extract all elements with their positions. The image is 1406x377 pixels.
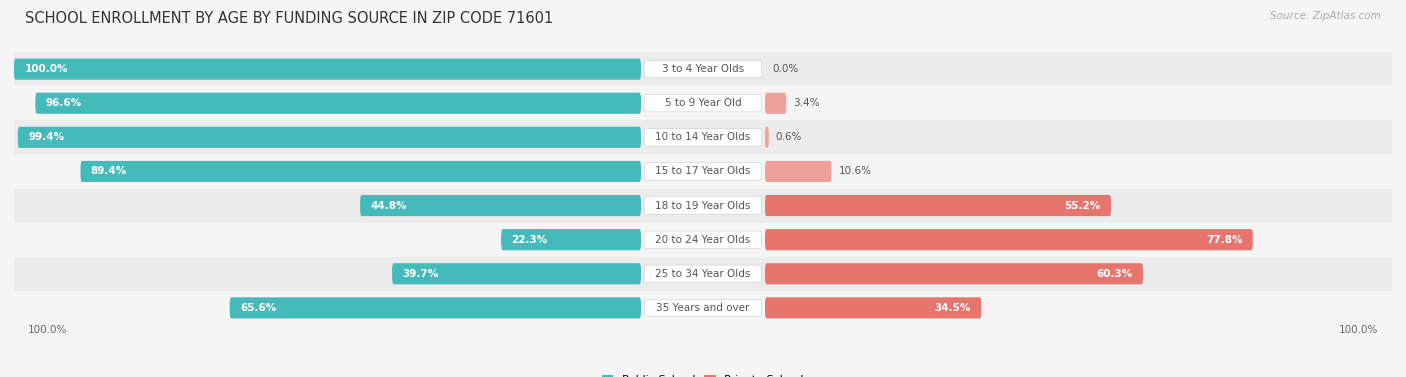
Text: Source: ZipAtlas.com: Source: ZipAtlas.com [1270,11,1381,21]
Bar [14,222,1392,257]
FancyBboxPatch shape [644,129,762,146]
Text: 96.6%: 96.6% [46,98,82,108]
FancyBboxPatch shape [644,95,762,112]
FancyBboxPatch shape [80,161,641,182]
Text: 100.0%: 100.0% [28,325,67,335]
Text: 89.4%: 89.4% [91,166,127,176]
Text: 39.7%: 39.7% [402,269,439,279]
Text: 99.4%: 99.4% [28,132,65,143]
FancyBboxPatch shape [229,297,641,319]
FancyBboxPatch shape [501,229,641,250]
Text: 60.3%: 60.3% [1097,269,1133,279]
FancyBboxPatch shape [360,195,641,216]
Text: 34.5%: 34.5% [935,303,972,313]
Text: 15 to 17 Year Olds: 15 to 17 Year Olds [655,166,751,176]
FancyBboxPatch shape [14,58,641,80]
Text: 10.6%: 10.6% [838,166,872,176]
FancyBboxPatch shape [765,127,769,148]
FancyBboxPatch shape [644,231,762,248]
Text: 3 to 4 Year Olds: 3 to 4 Year Olds [662,64,744,74]
FancyBboxPatch shape [644,265,762,282]
FancyBboxPatch shape [644,299,762,317]
Text: 0.0%: 0.0% [772,64,799,74]
Bar [14,188,1392,222]
Text: 10 to 14 Year Olds: 10 to 14 Year Olds [655,132,751,143]
Text: 0.6%: 0.6% [776,132,801,143]
Text: 55.2%: 55.2% [1064,201,1101,211]
FancyBboxPatch shape [765,297,981,319]
Text: 65.6%: 65.6% [240,303,277,313]
Bar [14,86,1392,120]
Text: 35 Years and over: 35 Years and over [657,303,749,313]
FancyBboxPatch shape [644,163,762,180]
FancyBboxPatch shape [644,197,762,214]
FancyBboxPatch shape [765,161,831,182]
Text: SCHOOL ENROLLMENT BY AGE BY FUNDING SOURCE IN ZIP CODE 71601: SCHOOL ENROLLMENT BY AGE BY FUNDING SOUR… [25,11,554,26]
Bar [14,52,1392,86]
Text: 44.8%: 44.8% [370,201,406,211]
Text: 18 to 19 Year Olds: 18 to 19 Year Olds [655,201,751,211]
Text: 5 to 9 Year Old: 5 to 9 Year Old [665,98,741,108]
FancyBboxPatch shape [644,60,762,78]
Text: 25 to 34 Year Olds: 25 to 34 Year Olds [655,269,751,279]
Text: 22.3%: 22.3% [512,234,548,245]
Bar [14,291,1392,325]
FancyBboxPatch shape [18,127,641,148]
Text: 100.0%: 100.0% [24,64,67,74]
Text: 3.4%: 3.4% [793,98,820,108]
Text: 20 to 24 Year Olds: 20 to 24 Year Olds [655,234,751,245]
FancyBboxPatch shape [765,229,1253,250]
FancyBboxPatch shape [765,93,786,114]
Legend: Public School, Private School: Public School, Private School [598,370,808,377]
FancyBboxPatch shape [765,195,1111,216]
Bar [14,120,1392,155]
Text: 100.0%: 100.0% [1339,325,1378,335]
FancyBboxPatch shape [765,263,1143,284]
FancyBboxPatch shape [35,93,641,114]
FancyBboxPatch shape [392,263,641,284]
Bar [14,155,1392,188]
Text: 77.8%: 77.8% [1206,234,1243,245]
Bar [14,257,1392,291]
